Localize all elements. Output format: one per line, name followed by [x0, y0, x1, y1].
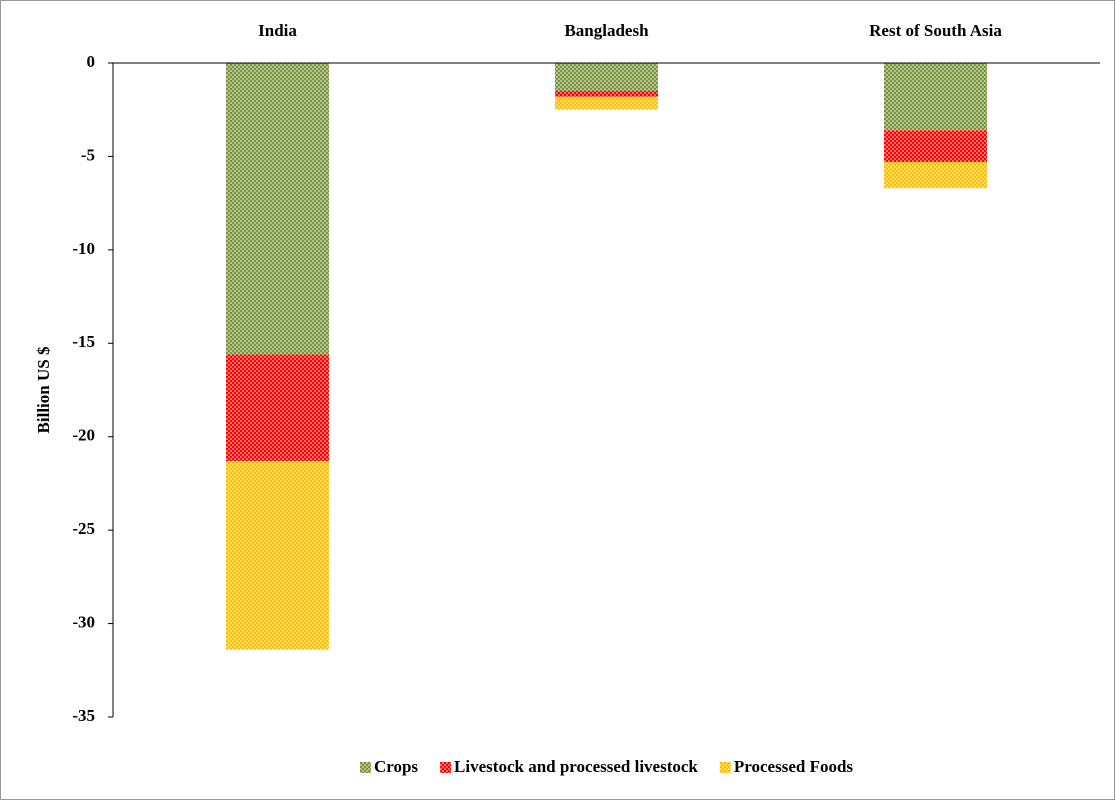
bar-segment — [555, 63, 658, 92]
legend-swatch — [440, 762, 452, 773]
legend-swatch — [359, 762, 371, 773]
y-tick-label: 0 — [87, 52, 96, 71]
legend-swatch — [719, 762, 731, 773]
y-tick-label: -25 — [72, 519, 95, 538]
y-tick-label: -30 — [72, 612, 95, 631]
legend: Crops Livestock and processed livestock Pr… — [359, 757, 854, 776]
legend-label: Livestock and processed livestock — [454, 757, 698, 776]
category-label: Rest of South Asia — [869, 21, 1002, 40]
y-tick-label: -5 — [81, 145, 95, 164]
legend-label: Processed Foods — [734, 757, 854, 776]
bar-segment — [884, 130, 987, 163]
bar-segment — [226, 63, 329, 355]
y-axis-title: Billion US $ — [34, 346, 53, 433]
bar-segment — [555, 96, 658, 110]
bar-segment — [884, 162, 987, 189]
bar-segment — [226, 354, 329, 462]
bar-segment — [555, 91, 658, 97]
legend-label: Crops — [374, 757, 418, 776]
bar-segment — [226, 461, 329, 650]
y-tick-label: -20 — [72, 426, 95, 445]
bar-segment — [884, 63, 987, 131]
y-tick-label: -10 — [72, 239, 95, 258]
category-label: India — [258, 21, 297, 40]
y-tick-label: -15 — [72, 332, 95, 351]
y-tick-label: -35 — [72, 706, 95, 725]
category-label: Bangladesh — [564, 21, 649, 40]
